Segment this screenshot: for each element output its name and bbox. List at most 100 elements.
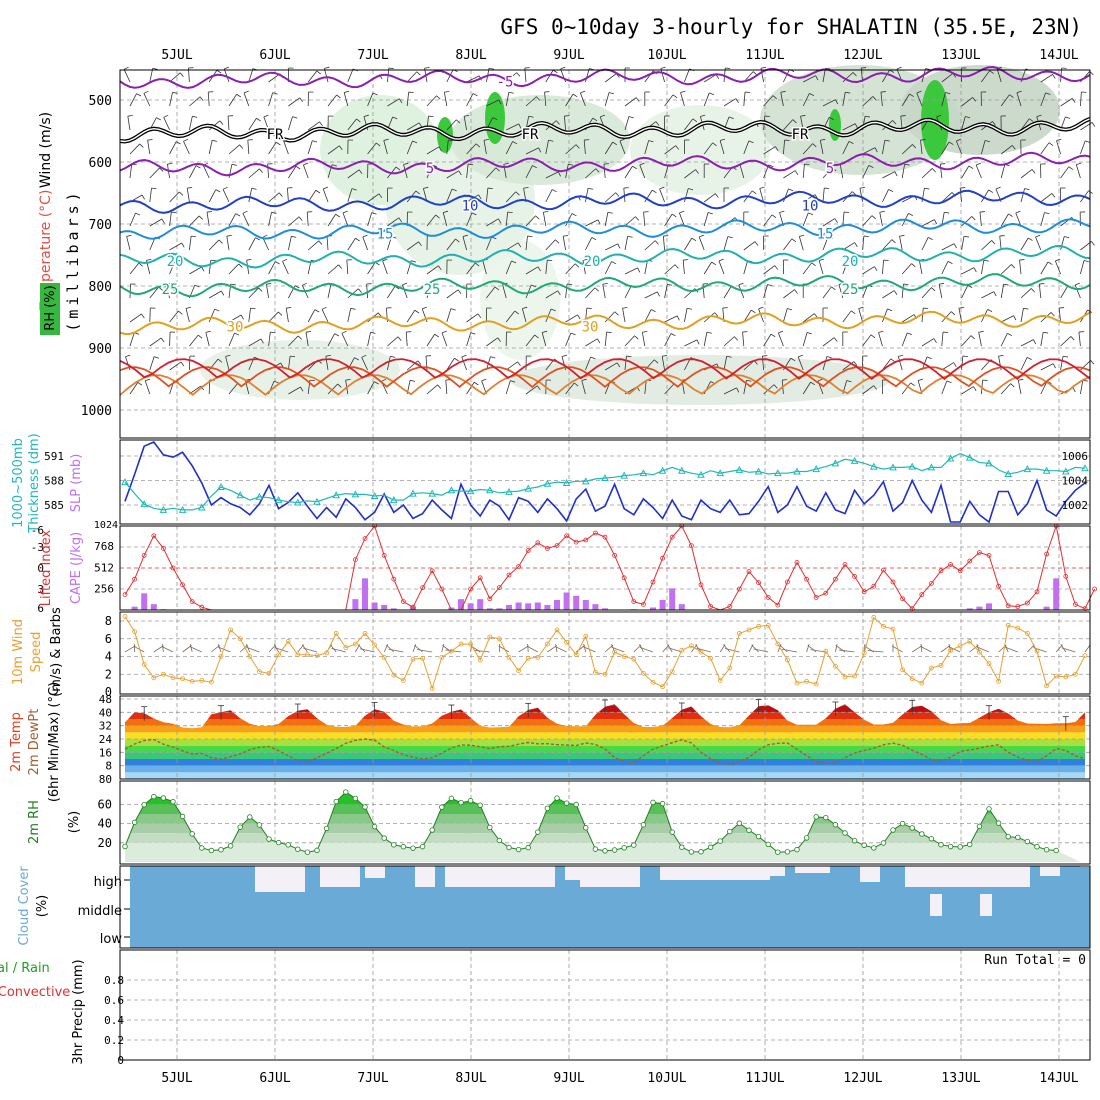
wind-barb-flag xyxy=(878,330,884,333)
wind-barb-flag xyxy=(686,307,693,310)
wind-barb-flag xyxy=(759,186,765,189)
wind-barb xyxy=(446,170,460,179)
wind-barb-flag xyxy=(706,331,712,334)
wind-barb xyxy=(921,287,932,299)
wind-barb xyxy=(979,212,982,227)
wind-barb xyxy=(186,188,190,203)
wind-barb-flag xyxy=(167,162,173,165)
wind-barb xyxy=(466,164,469,179)
wind10m-point xyxy=(967,639,973,644)
lifted-index-point xyxy=(477,575,483,581)
wind-barb xyxy=(347,118,357,131)
pressure-tick-label: 700 xyxy=(89,218,112,233)
wind10m-barb xyxy=(1004,646,1018,653)
wind-barb-flag xyxy=(260,338,264,344)
wind-barb xyxy=(1060,166,1070,179)
wind-barb-flag xyxy=(187,186,193,189)
wind-barb xyxy=(878,332,883,347)
isotherm-label: 20 xyxy=(584,254,601,270)
wind-barb-flag xyxy=(373,381,379,385)
wind-barb-flag xyxy=(514,310,520,315)
rh2m-point xyxy=(794,846,800,853)
wind-barb xyxy=(585,338,598,347)
wind-barb-flag xyxy=(1007,333,1013,336)
wind-barb-flag xyxy=(657,291,660,297)
lifted-index-point xyxy=(1092,586,1097,592)
wind-barb-flag xyxy=(468,163,474,165)
rh2m-point xyxy=(909,825,915,831)
rh2m-point xyxy=(400,844,407,850)
wind-barb-flag xyxy=(712,142,717,147)
rh2m-point xyxy=(621,845,627,851)
wind-barb-flag xyxy=(226,234,232,237)
wind-barb-flag xyxy=(639,162,645,166)
wind-barb xyxy=(901,164,906,179)
wind-barb-flag xyxy=(511,260,517,264)
wind-barb xyxy=(901,263,912,275)
wind-barb xyxy=(659,188,665,203)
wind10m-barbs xyxy=(124,643,1091,653)
cape-bar xyxy=(477,599,484,610)
wind10m-speed-line xyxy=(124,616,1086,691)
cape-bar xyxy=(602,608,608,610)
wind10m-point xyxy=(765,623,771,628)
wind-barb xyxy=(505,380,511,395)
wind10m-point xyxy=(285,639,291,644)
wind-barb xyxy=(506,123,519,131)
wind-barb xyxy=(1035,236,1042,251)
wind10m-point xyxy=(957,643,963,649)
panel-frame xyxy=(119,949,1091,1061)
wind-barb xyxy=(921,219,935,227)
wind-barb-flag xyxy=(909,93,914,97)
wind-barb-flag xyxy=(408,91,414,93)
wind-barb-flag xyxy=(185,306,191,309)
rh2m-point xyxy=(391,842,397,848)
wind-barb xyxy=(307,70,318,83)
wind-barb xyxy=(565,263,576,275)
wind-barb xyxy=(486,99,500,107)
wind-barb-flag xyxy=(424,66,430,69)
wind-barb-flag xyxy=(350,307,356,310)
bottom-date-label: 11JUL xyxy=(745,1071,784,1086)
wind-barb xyxy=(961,116,966,131)
lifted-index-point xyxy=(977,550,982,555)
wind-barb-flag xyxy=(483,138,489,141)
wind10m-barb xyxy=(441,643,445,653)
slp-axis-label: SLP (mb) xyxy=(69,454,84,513)
wind-barb-flag xyxy=(1003,283,1009,286)
wind-barb-flag xyxy=(884,139,890,142)
wind-barb-flag xyxy=(402,282,408,286)
wind-barb xyxy=(565,314,578,323)
temp2m-tick-label: 40 xyxy=(99,706,112,719)
wind-barb xyxy=(624,267,638,275)
lifted-index-point xyxy=(151,533,157,539)
wind-barb xyxy=(442,212,448,227)
rh2m-point xyxy=(448,795,455,802)
wind10m-point xyxy=(439,654,445,660)
rh2m-point xyxy=(583,825,589,831)
wind10m-point xyxy=(996,678,1001,684)
cloud-cover-gap xyxy=(320,866,360,887)
cape-bar xyxy=(554,600,560,610)
wind10m-point xyxy=(218,654,224,659)
wind-barb-flag xyxy=(826,356,832,359)
wind-barb xyxy=(918,260,923,275)
lifted-index-point xyxy=(573,539,579,545)
wind10m-point xyxy=(909,676,915,682)
wind10m-barb xyxy=(555,643,558,653)
wind10m-barb xyxy=(133,645,145,653)
temperature-band xyxy=(125,739,1085,746)
thickness-range-label: 1000~500mb xyxy=(11,438,26,528)
wind-barb-flag xyxy=(1047,261,1053,265)
wind-barb xyxy=(463,116,467,131)
wind10m-barb xyxy=(474,649,490,653)
wind10m-barb xyxy=(274,647,289,653)
wind-barb-flag xyxy=(490,356,496,359)
wind-barb-flag xyxy=(377,312,382,317)
wind-barb-flag xyxy=(628,116,634,119)
lifted-index-point xyxy=(967,558,973,564)
wind-barb-flag xyxy=(475,143,481,148)
wind-barb xyxy=(901,144,913,155)
rh2m-point xyxy=(199,845,205,851)
